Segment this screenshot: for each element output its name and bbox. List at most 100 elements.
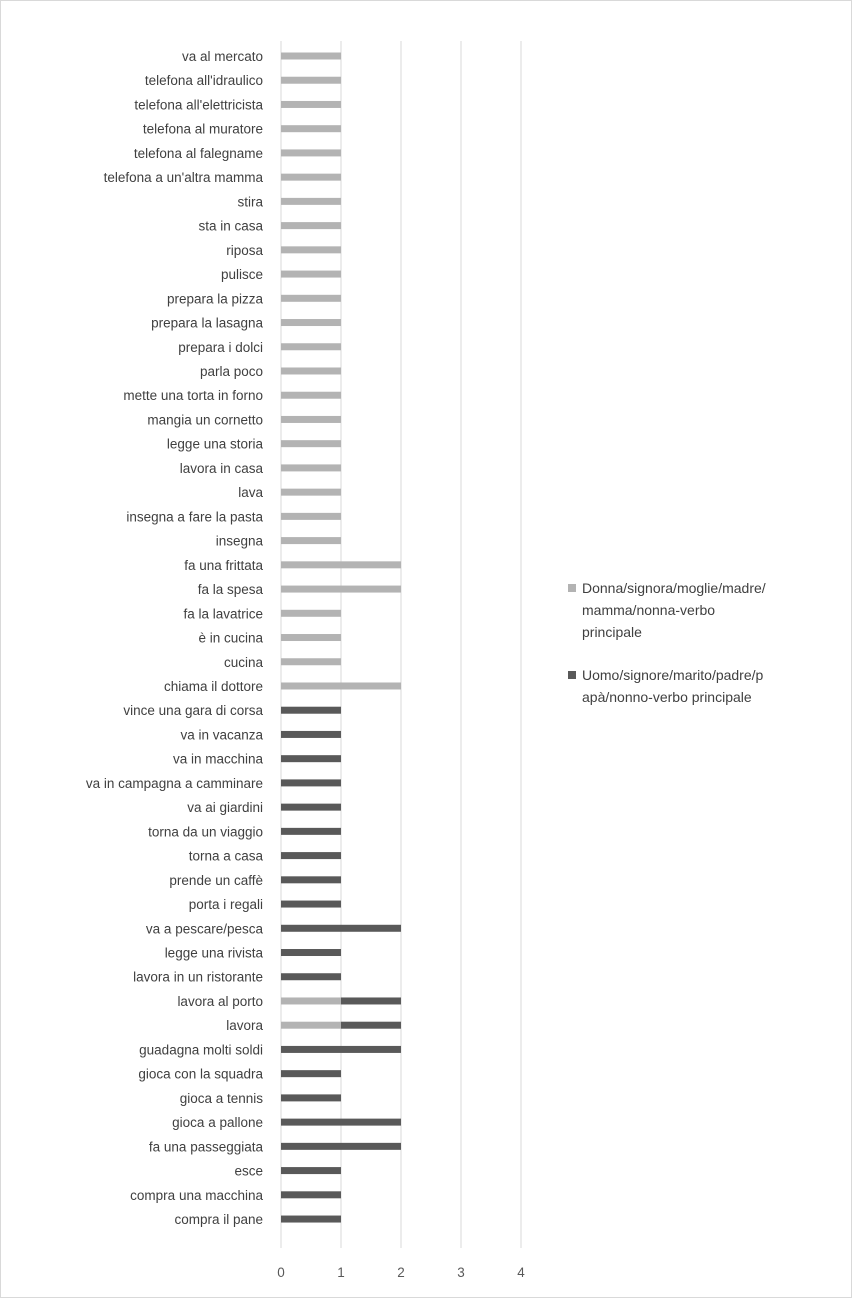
category-label: telefona a un'altra mamma <box>104 170 264 185</box>
bar-female <box>281 415 341 423</box>
bar-male <box>281 755 341 763</box>
bar-female <box>281 997 341 1005</box>
category-label: è in cucina <box>198 631 263 646</box>
category-label: lavora in un ristorante <box>133 970 263 985</box>
category-label: mangia un cornetto <box>147 412 263 427</box>
x-tick-label: 4 <box>517 1265 525 1280</box>
bar-male <box>281 706 341 714</box>
category-label: legge una rivista <box>165 946 264 961</box>
bar-female <box>281 1021 341 1029</box>
category-label: guadagna molti soldi <box>139 1042 263 1057</box>
category-label: gioca a pallone <box>172 1115 263 1130</box>
x-axis-ticks: 0 1 2 3 4 <box>277 1265 525 1280</box>
bar-female <box>281 464 341 472</box>
bar-female <box>281 391 341 399</box>
category-label: riposa <box>226 243 263 258</box>
bar-female <box>281 537 341 545</box>
bar-female <box>281 367 341 375</box>
category-label: lavora <box>226 1018 263 1033</box>
category-label: compra una macchina <box>130 1188 263 1203</box>
legend-label-male-line: Uomo/signore/marito/padre/p <box>582 667 764 683</box>
category-label: chiama il dottore <box>164 679 263 694</box>
bar-male <box>281 1070 341 1078</box>
category-label: prende un caffè <box>169 873 263 888</box>
bar-male <box>281 779 341 787</box>
legend-swatch-female <box>568 584 576 592</box>
bars <box>281 52 401 1223</box>
legend-label-male-line: apà/nonno-verbo principale <box>582 689 752 705</box>
bar-female <box>281 561 401 569</box>
bar-female <box>281 488 341 496</box>
category-label: telefona al muratore <box>143 122 263 137</box>
bar-male <box>281 876 341 884</box>
legend-label-male: Uomo/signore/marito/padre/p apà/nonno-ve… <box>582 667 767 705</box>
category-label: lavora in casa <box>180 461 264 476</box>
category-label: va ai giardini <box>187 800 263 815</box>
category-label: cucina <box>224 655 264 670</box>
x-tick-label: 3 <box>457 1265 465 1280</box>
bar-male <box>281 1215 341 1223</box>
category-label: va al mercato <box>182 49 263 64</box>
category-label: pulisce <box>221 267 263 282</box>
bar-male <box>281 1094 341 1102</box>
bar-female <box>281 76 341 84</box>
category-label: prepara la lasagna <box>151 316 263 331</box>
x-tick-label: 0 <box>277 1265 285 1280</box>
category-label: parla poco <box>200 364 263 379</box>
bar-female <box>281 343 341 351</box>
x-tick-label: 2 <box>397 1265 405 1280</box>
legend-label-female-line: mamma/nonna-verbo <box>582 602 715 618</box>
bar-male <box>341 1021 401 1029</box>
category-label: telefona al falegname <box>134 146 263 161</box>
bar-female <box>281 609 341 617</box>
category-label: telefona all'idraulico <box>145 73 263 88</box>
legend-label-female: Donna/signora/moglie/madre/ mamma/nonna-… <box>582 580 770 640</box>
category-label: vince una gara di corsa <box>123 703 263 718</box>
bar-female <box>281 100 341 108</box>
bar-female <box>281 682 401 690</box>
bar-female <box>281 173 341 181</box>
bar-female <box>281 125 341 133</box>
legend-label-female-line: Donna/signora/moglie/madre/ <box>582 580 766 596</box>
category-label: prepara la pizza <box>167 291 264 306</box>
category-label: esce <box>234 1164 263 1179</box>
bar-female <box>281 585 401 593</box>
category-label: va in campagna a camminare <box>86 776 263 791</box>
bar-male <box>281 1191 341 1199</box>
category-label: prepara i dolci <box>178 340 263 355</box>
bar-male <box>281 827 341 835</box>
category-label: stira <box>237 194 263 209</box>
category-labels: va al mercato telefona all'idraulico telef… <box>86 49 264 1227</box>
category-label: lavora al porto <box>177 994 263 1009</box>
category-label: insegna <box>216 534 264 549</box>
category-label: porta i regali <box>189 897 263 912</box>
category-label: sta in casa <box>198 219 263 234</box>
category-label: gioca con la squadra <box>138 1067 263 1082</box>
x-tick-label: 1 <box>337 1265 345 1280</box>
bar-male <box>281 1045 401 1053</box>
bar-male <box>281 1118 401 1126</box>
bar-male <box>281 803 341 811</box>
legend: Donna/signora/moglie/madre/ mamma/nonna-… <box>568 580 770 705</box>
category-label: va a pescare/pesca <box>146 921 264 936</box>
bar-male <box>341 997 401 1005</box>
bar-female <box>281 222 341 230</box>
bar-female <box>281 52 341 60</box>
category-label: lava <box>238 485 263 500</box>
bar-female <box>281 512 341 520</box>
bar-female <box>281 440 341 448</box>
category-label: fa la spesa <box>198 582 264 597</box>
category-label: va in vacanza <box>180 727 263 742</box>
bar-male <box>281 1142 401 1150</box>
category-label: gioca a tennis <box>180 1091 264 1106</box>
bar-female <box>281 270 341 278</box>
bar-male <box>281 1167 341 1175</box>
gridlines <box>280 41 522 1248</box>
bar-female <box>281 658 341 666</box>
category-label: va in macchina <box>173 752 264 767</box>
bar-female <box>281 319 341 327</box>
category-label: telefona all'elettricista <box>134 97 263 112</box>
category-label: compra il pane <box>174 1212 263 1227</box>
category-label: torna da un viaggio <box>148 824 263 839</box>
